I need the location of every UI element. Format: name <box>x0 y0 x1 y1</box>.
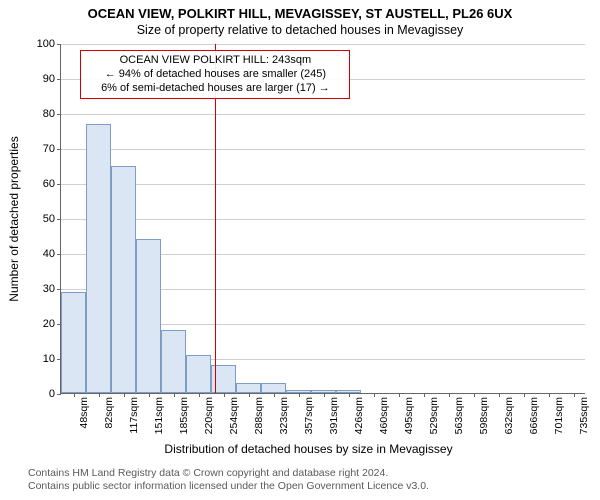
x-tick-label: 701sqm <box>553 397 565 434</box>
histogram-bar <box>136 239 161 393</box>
x-tick-label: 288sqm <box>253 397 265 434</box>
x-tick-mark <box>449 393 450 397</box>
y-tick-label: 20 <box>43 318 61 330</box>
histogram-bar <box>111 166 136 394</box>
x-tick-mark <box>474 393 475 397</box>
x-tick-label: 460sqm <box>378 397 390 434</box>
gridline <box>61 219 585 220</box>
chart-subtitle: Size of property relative to detached ho… <box>0 21 600 37</box>
histogram-bar <box>261 383 286 394</box>
annotation-line-1: OCEAN VIEW POLKIRT HILL: 243sqm <box>87 54 343 68</box>
y-axis-label: Number of detached properties <box>7 136 21 301</box>
x-tick-label: 529sqm <box>428 397 440 434</box>
x-tick-mark <box>399 393 400 397</box>
x-tick-label: 598sqm <box>478 397 490 434</box>
x-tick-label: 220sqm <box>203 397 215 434</box>
x-tick-mark <box>424 393 425 397</box>
y-tick-label: 10 <box>43 353 61 365</box>
x-tick-label: 82sqm <box>103 397 115 429</box>
reference-annotation: OCEAN VIEW POLKIRT HILL: 243sqm ← 94% of… <box>80 50 350 99</box>
chart-title-address: OCEAN VIEW, POLKIRT HILL, MEVAGISSEY, ST… <box>0 0 600 21</box>
chart-area: Number of detached properties 0102030405… <box>32 44 585 394</box>
gridline <box>61 149 585 150</box>
x-tick-label: 151sqm <box>153 397 165 434</box>
y-tick-label: 30 <box>43 283 61 295</box>
x-tick-mark <box>274 393 275 397</box>
x-tick-mark <box>149 393 150 397</box>
y-tick-label: 0 <box>49 388 61 400</box>
attribution-text: Contains HM Land Registry data © Crown c… <box>28 467 429 494</box>
plot-region: 010203040506070809010048sqm82sqm117sqm15… <box>60 44 585 394</box>
histogram-bar <box>236 383 261 394</box>
y-tick-label: 60 <box>43 178 61 190</box>
x-tick-mark <box>299 393 300 397</box>
x-axis-label: Distribution of detached houses by size … <box>32 442 585 456</box>
x-tick-label: 495sqm <box>403 397 415 434</box>
x-tick-mark <box>174 393 175 397</box>
y-tick-label: 70 <box>43 143 61 155</box>
x-tick-mark <box>549 393 550 397</box>
x-tick-mark <box>224 393 225 397</box>
x-tick-label: 391sqm <box>328 397 340 434</box>
x-tick-mark <box>349 393 350 397</box>
x-tick-mark <box>374 393 375 397</box>
x-tick-mark <box>199 393 200 397</box>
x-tick-label: 563sqm <box>453 397 465 434</box>
x-tick-mark <box>99 393 100 397</box>
gridline <box>61 114 585 115</box>
x-tick-label: 323sqm <box>278 397 290 434</box>
annotation-line-3: 6% of semi-detached houses are larger (1… <box>87 82 343 96</box>
x-tick-mark <box>74 393 75 397</box>
attribution-line-1: Contains HM Land Registry data © Crown c… <box>28 467 429 481</box>
y-tick-label: 90 <box>43 73 61 85</box>
x-tick-label: 632sqm <box>503 397 515 434</box>
x-tick-label: 735sqm <box>578 397 590 434</box>
histogram-bar <box>86 124 111 394</box>
x-tick-mark <box>124 393 125 397</box>
x-tick-label: 357sqm <box>303 397 315 434</box>
y-tick-label: 40 <box>43 248 61 260</box>
x-tick-label: 185sqm <box>178 397 190 434</box>
x-tick-mark <box>574 393 575 397</box>
annotation-line-2: ← 94% of detached houses are smaller (24… <box>87 68 343 82</box>
x-tick-label: 48sqm <box>78 397 90 429</box>
histogram-bar <box>186 355 211 394</box>
y-tick-label: 50 <box>43 213 61 225</box>
y-tick-label: 100 <box>37 38 61 50</box>
gridline <box>61 184 585 185</box>
x-tick-label: 117sqm <box>128 397 140 434</box>
histogram-bar <box>161 330 186 393</box>
histogram-bar <box>61 292 86 394</box>
attribution-line-2: Contains public sector information licen… <box>28 480 429 494</box>
gridline <box>61 44 585 45</box>
x-tick-label: 666sqm <box>528 397 540 434</box>
y-tick-label: 80 <box>43 108 61 120</box>
x-tick-label: 426sqm <box>353 397 365 434</box>
x-tick-mark <box>499 393 500 397</box>
x-tick-mark <box>524 393 525 397</box>
x-tick-label: 254sqm <box>228 397 240 434</box>
x-tick-mark <box>324 393 325 397</box>
x-tick-mark <box>249 393 250 397</box>
